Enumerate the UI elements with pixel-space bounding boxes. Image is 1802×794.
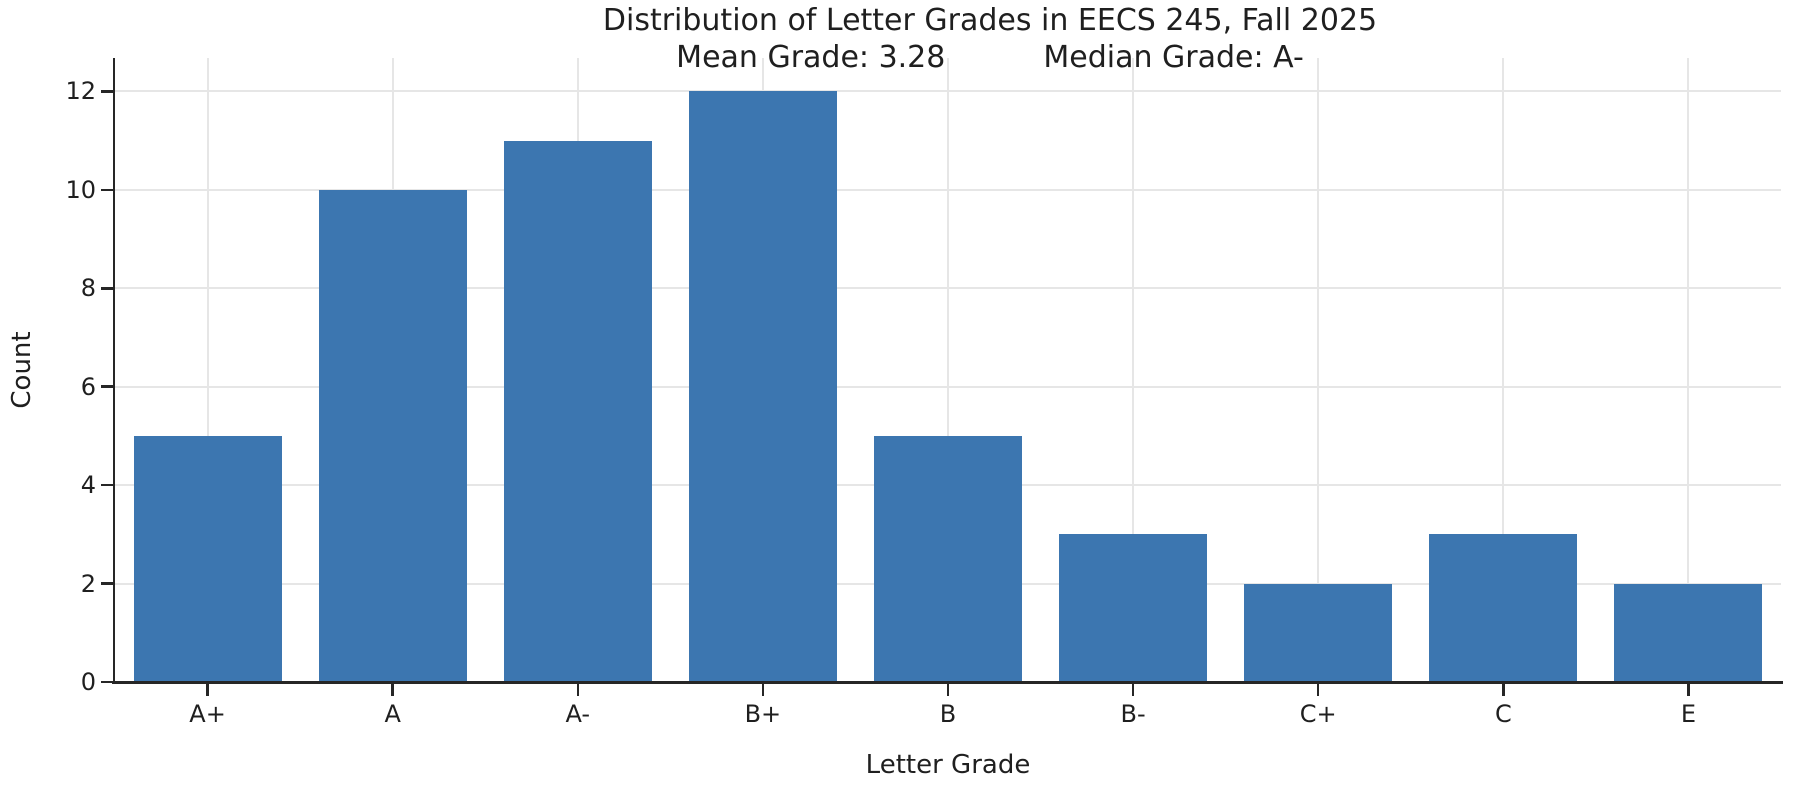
bar-B- <box>1059 534 1208 682</box>
y-tick-label-4: 4 <box>80 471 96 500</box>
v-gridline-E <box>1687 58 1690 682</box>
y-tick-mark-12 <box>101 90 113 93</box>
y-tick-label-10: 10 <box>65 175 96 204</box>
x-tick-mark-B- <box>1131 683 1135 696</box>
x-tick-mark-A <box>391 683 394 696</box>
y-tick-label-12: 12 <box>65 77 96 106</box>
y-tick-label-0: 0 <box>80 668 96 696</box>
x-axis-label: Letter Grade <box>865 750 1031 780</box>
v-gridline-C <box>1502 58 1505 682</box>
x-tick-label-B-: B- <box>1120 700 1146 728</box>
chart-subtitle: Mean Grade: 3.28 Median Grade: A- <box>676 40 1304 76</box>
x-tick-mark-A- <box>576 683 580 696</box>
v-gridline-B <box>947 58 949 682</box>
y-tick-mark-10 <box>101 188 113 192</box>
y-tick-label-6: 6 <box>80 372 96 401</box>
x-tick-mark-A+ <box>206 683 209 696</box>
y-tick-mark-6 <box>101 385 113 388</box>
y-tick-mark-4 <box>101 483 113 487</box>
y-axis-spine <box>112 58 115 684</box>
y-tick-mark-0 <box>101 680 113 684</box>
x-tick-label-C: C <box>1494 700 1512 728</box>
x-tick-label-E: E <box>1680 700 1697 728</box>
y-tick-mark-2 <box>101 582 113 585</box>
x-tick-mark-C <box>1502 683 1505 696</box>
x-tick-label-B: B <box>939 700 957 728</box>
x-tick-label-C+: C+ <box>1299 700 1337 728</box>
bar-B <box>873 435 1023 682</box>
plot-area <box>101 58 1783 696</box>
bar-A+ <box>133 435 282 682</box>
x-tick-label-A: A <box>384 700 401 728</box>
v-gridline-C+ <box>1317 58 1320 682</box>
bar-A- <box>503 140 652 682</box>
bar-C <box>1429 534 1578 682</box>
v-gridline-B- <box>1132 58 1135 682</box>
x-tick-mark-B <box>946 683 950 696</box>
x-tick-label-A+: A+ <box>189 700 226 728</box>
bar-C+ <box>1244 583 1393 682</box>
x-tick-mark-C+ <box>1316 683 1320 696</box>
y-tick-mark-8 <box>101 287 113 290</box>
y-tick-label-2: 2 <box>80 569 96 598</box>
bar-A <box>318 189 467 682</box>
x-tick-mark-B+ <box>761 683 765 696</box>
v-gridline-A+ <box>206 58 209 682</box>
mean-grade-text: Mean Grade: 3.28 <box>676 40 946 75</box>
x-tick-label-B+: B+ <box>744 700 782 728</box>
x-tick-label-A-: A- <box>565 700 591 728</box>
bar-B+ <box>688 91 837 682</box>
y-tick-label-8: 8 <box>80 274 96 303</box>
x-axis-spine <box>112 680 1783 684</box>
x-tick-mark-E <box>1687 683 1690 696</box>
bar-E <box>1614 583 1763 682</box>
median-grade-text: Median Grade: A- <box>1043 40 1304 75</box>
chart-title: Distribution of Letter Grades in EECS 24… <box>602 3 1378 38</box>
